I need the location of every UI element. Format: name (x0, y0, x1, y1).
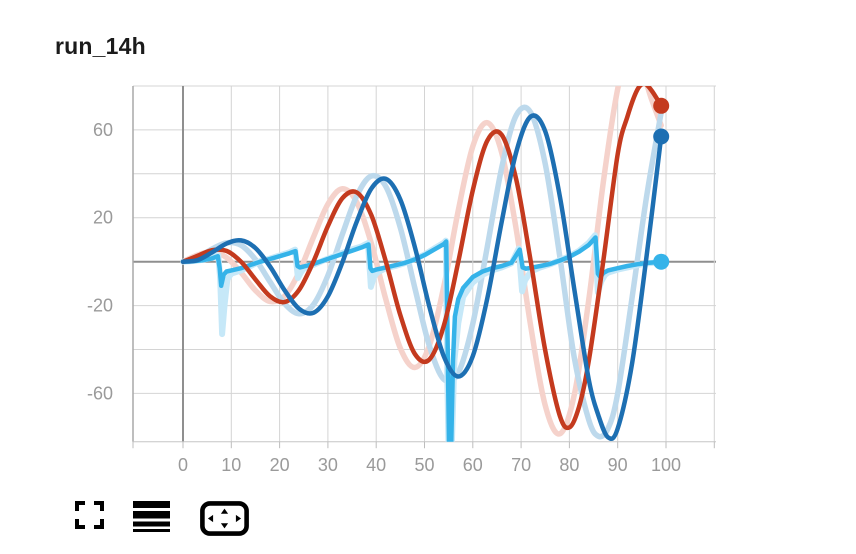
end-dot-cyan-smoothed (653, 253, 670, 270)
y-tick-label: 20 (93, 208, 113, 228)
end-dot-blue-smoothed (653, 128, 670, 145)
fullscreen-corners-icon (75, 501, 104, 529)
series-blue-smoothed (180, 113, 664, 442)
list-lines-icon (133, 501, 171, 532)
x-tick-label: 50 (414, 455, 434, 475)
x-tick-label: 20 (270, 455, 290, 475)
series-red-smoothed (180, 86, 664, 431)
y-tick-label: -20 (87, 296, 113, 316)
x-tick-label: 30 (318, 455, 338, 475)
x-tick-label: 90 (608, 455, 628, 475)
list-button[interactable] (133, 501, 171, 532)
chart-toolbar (75, 501, 249, 539)
x-tick-label: 60 (463, 455, 483, 475)
panel-title: run_14h (55, 33, 146, 59)
series-blue-raw (180, 104, 664, 440)
y-tick-label: 60 (93, 120, 113, 140)
series-group (180, 86, 670, 442)
x-tick-label: 100 (651, 455, 681, 475)
pan-button[interactable] (200, 501, 249, 536)
x-tick-label: 70 (511, 455, 531, 475)
fullscreen-button[interactable] (75, 501, 104, 529)
pan-arrows-icon (200, 501, 249, 536)
x-tick-label: 80 (559, 455, 579, 475)
y-tick-label: -60 (87, 383, 113, 403)
x-tick-label: 0 (178, 455, 188, 475)
series-cyan-smoothed (180, 235, 664, 442)
x-tick-label: 40 (366, 455, 386, 475)
x-tick-label: 10 (221, 455, 241, 475)
end-dot-red-smoothed (653, 97, 670, 114)
